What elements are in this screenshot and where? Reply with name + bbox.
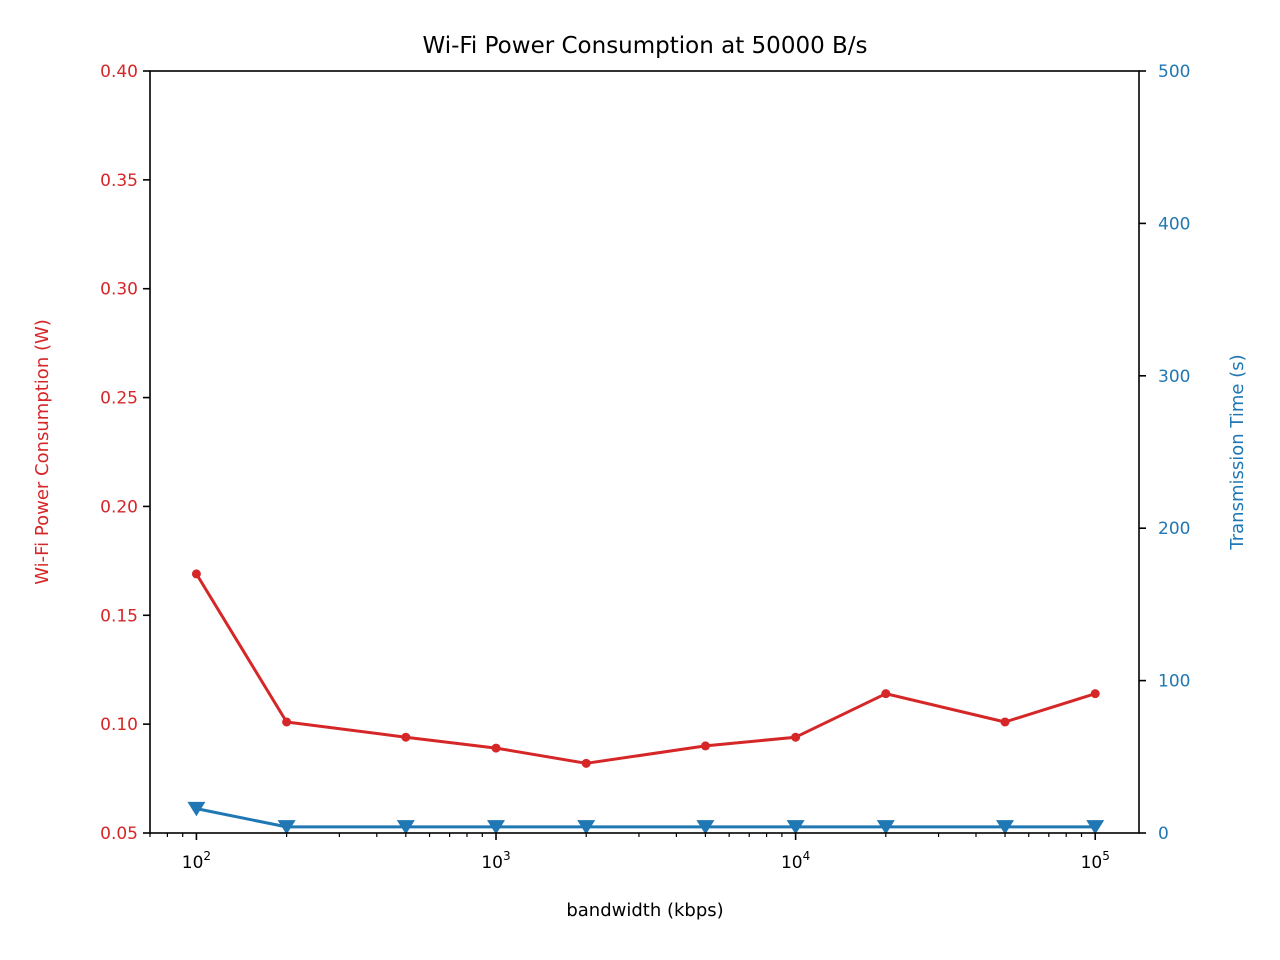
series-2-point — [187, 801, 206, 817]
y-right-tick-label: 0 — [1158, 824, 1169, 844]
x-tick-label: 105 — [1081, 849, 1110, 873]
series-2-line — [196, 807, 1096, 829]
x-axis-label: bandwidth (kbps) — [566, 900, 723, 921]
series-1-point — [191, 569, 201, 579]
y-left-axis-label: Wi-Fi Power Consumption (W) — [32, 319, 53, 585]
chart-title: Wi-Fi Power Consumption at 50000 B/s — [422, 33, 867, 59]
series-2-point — [876, 820, 895, 835]
y-right-tick-label: 500 — [1158, 62, 1190, 82]
y-left-tick-label: 0.05 — [100, 824, 138, 844]
series-1-point — [700, 741, 710, 751]
y-left-tick-label: 0.15 — [100, 606, 138, 626]
series-2-point — [696, 820, 715, 835]
series-2-point — [996, 820, 1015, 835]
series-2-point — [487, 820, 506, 835]
series-2-point — [1086, 820, 1105, 835]
y-right-tick-label: 400 — [1158, 214, 1190, 234]
series-1-point — [1000, 717, 1010, 727]
y-left-tick-label: 0.30 — [100, 280, 138, 300]
series-1-point — [282, 717, 292, 727]
plot-area: 0.05 0.10 0.15 0.20 0.25 0.30 0.35 0.40 0 100 200 3… — [100, 62, 1190, 873]
x-tick-label: 102 — [182, 849, 211, 873]
series-2-point — [277, 820, 296, 835]
plot-frame — [149, 70, 1140, 834]
series-2-point — [577, 820, 596, 835]
y-left-tick-label: 0.25 — [100, 389, 138, 409]
series-1-point — [881, 689, 891, 699]
y-right-tick-label: 200 — [1158, 519, 1190, 539]
x-tick-label: 103 — [481, 849, 510, 873]
y-right-tick-label: 300 — [1158, 367, 1190, 387]
y-left-tick-label: 0.20 — [100, 497, 138, 517]
series-2-point — [786, 820, 805, 835]
y-right-tick-label: 100 — [1158, 672, 1190, 692]
series-1-point — [491, 743, 501, 753]
series-1-point — [581, 758, 591, 768]
y-left-tick-label: 0.35 — [100, 171, 138, 191]
series-1-point — [791, 732, 801, 742]
series-1-point — [1090, 689, 1100, 699]
y-right-axis-label: Transmission Time (s) — [1227, 354, 1248, 550]
series-2-point — [396, 820, 415, 835]
y-left-tick-label: 0.10 — [100, 715, 138, 735]
x-tick-label: 104 — [781, 849, 810, 873]
series-1-point — [401, 732, 411, 742]
y-left-tick-label: 0.40 — [100, 62, 138, 82]
series-1-line — [195, 573, 1096, 765]
